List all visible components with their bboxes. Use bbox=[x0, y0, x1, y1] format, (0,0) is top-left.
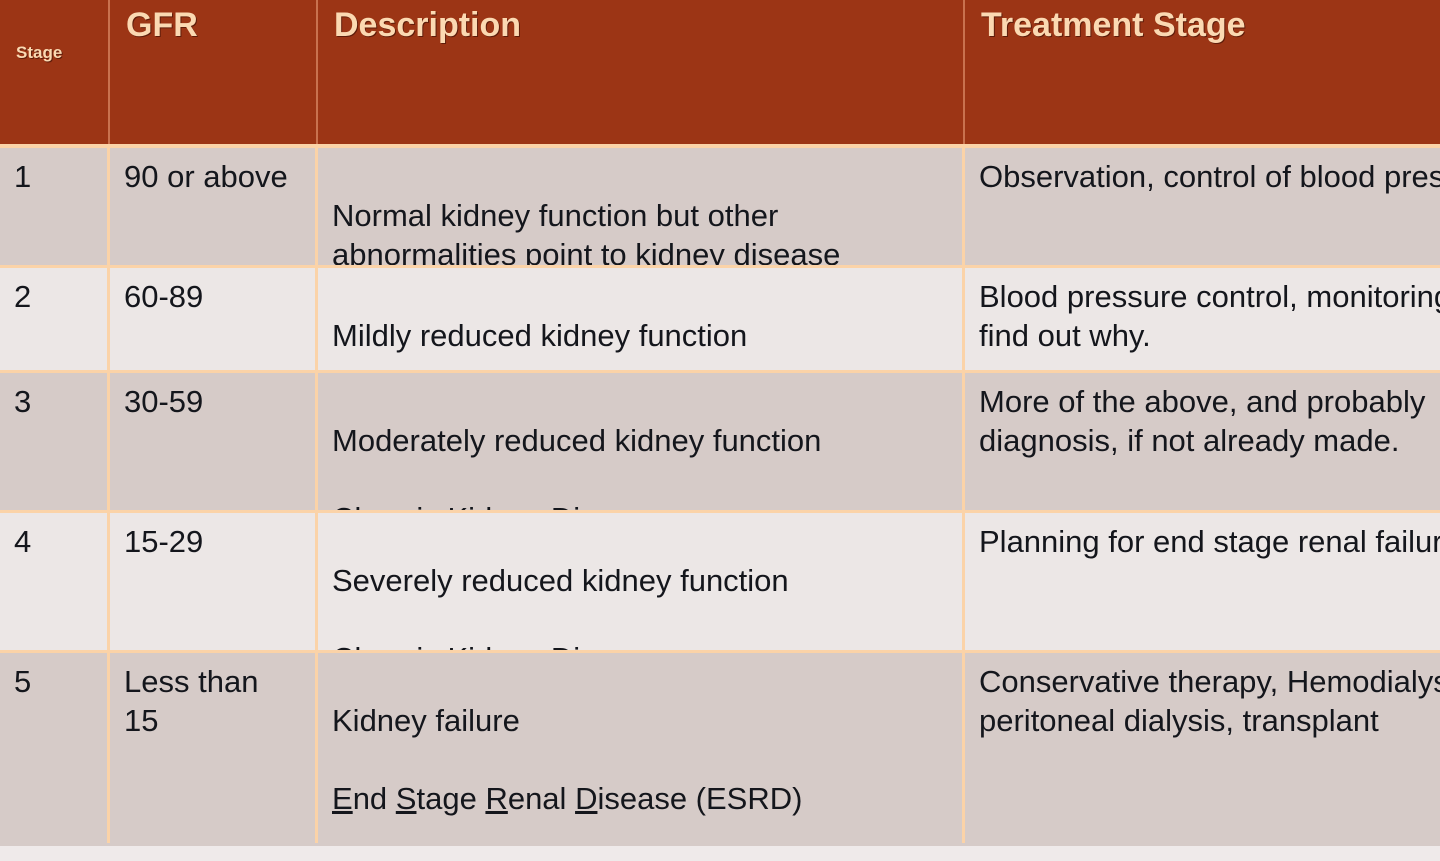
cell-gfr: 15-29 bbox=[110, 513, 318, 650]
description-line-2: Chronic Kidney Disease bbox=[332, 641, 663, 650]
cell-stage: 5 bbox=[0, 653, 110, 843]
description-line-1: Normal kidney function but other abnorma… bbox=[332, 198, 841, 265]
cell-treatment-stage: More of the above, and probably diagnosi… bbox=[979, 384, 1426, 459]
column-header-description: Description bbox=[318, 0, 965, 144]
description-line-1: Mildly reduced kidney function bbox=[332, 318, 748, 354]
table-row: 1 90 or above Normal kidney function but… bbox=[0, 148, 1440, 268]
table-row: 5 Less than 15 Kidney failure End Stage … bbox=[0, 653, 1440, 843]
description-line-2: End Stage Renal Disease (ESRD) bbox=[332, 781, 803, 817]
cell-gfr: 60-89 bbox=[110, 268, 318, 370]
description-line-1: Kidney failure bbox=[332, 703, 520, 739]
column-header-gfr: GFR bbox=[110, 0, 318, 144]
cell-stage: 3 bbox=[0, 373, 110, 510]
cell-description: Mildly reduced kidney function bbox=[318, 268, 965, 370]
column-header-treatment-stage: Treatment Stage bbox=[981, 6, 1246, 44]
description-line-1: Moderately reduced kidney function bbox=[332, 423, 822, 459]
cell-stage: 4 bbox=[0, 513, 110, 650]
description-line-1: Severely reduced kidney function bbox=[332, 563, 789, 599]
cell-description: Moderately reduced kidney function Chron… bbox=[318, 373, 965, 510]
table-row: 4 15-29 Severely reduced kidney function… bbox=[0, 513, 1440, 653]
cell-stage: 1 bbox=[0, 148, 110, 265]
description-line-2: Chronic Kidney Disease bbox=[332, 501, 663, 510]
cell-description: Kidney failure End Stage Renal Disease (… bbox=[318, 653, 965, 843]
table-row: 2 60-89 Mildly reduced kidney function B… bbox=[0, 268, 1440, 373]
cell-description: Severely reduced kidney function Chronic… bbox=[318, 513, 965, 650]
column-header-stage: Stage bbox=[0, 0, 110, 144]
cell-gfr: 90 or above bbox=[110, 148, 318, 265]
cell-treatment-stage: Planning for end stage renal failure bbox=[979, 524, 1440, 559]
slide-bottom-margin bbox=[0, 846, 1440, 861]
table-row: 3 30-59 Moderately reduced kidney functi… bbox=[0, 373, 1440, 513]
table-header-row: Stage GFR Description Treatment Stage bbox=[0, 0, 1440, 148]
cell-treatment-stage: Blood pressure control, monitoring, find… bbox=[979, 279, 1440, 354]
cell-treatment-stage: Observation, control of blood pressure bbox=[979, 159, 1440, 194]
cell-gfr: 30-59 bbox=[110, 373, 318, 510]
cell-treatment-stage: Conservative therapy, Hemodialysis, peri… bbox=[979, 664, 1440, 739]
cell-stage: 2 bbox=[0, 268, 110, 370]
cell-gfr: Less than 15 bbox=[110, 653, 318, 843]
cell-description: Normal kidney function but other abnorma… bbox=[318, 148, 965, 265]
